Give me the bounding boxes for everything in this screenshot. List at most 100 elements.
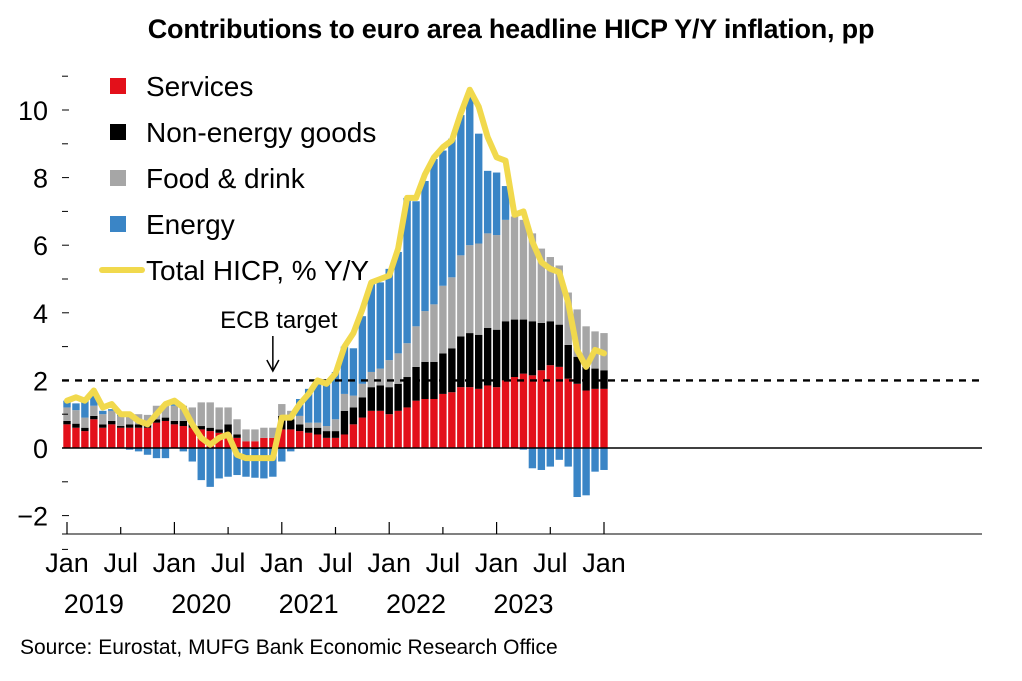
- x-tick-label: Jan: [367, 548, 411, 578]
- bar-energy: [125, 448, 134, 450]
- bar-nonenergy: [331, 431, 340, 438]
- bar-nonenergy: [573, 356, 581, 384]
- bar-services: [233, 437, 241, 448]
- bar-food: [510, 216, 519, 320]
- bar-food: [519, 219, 528, 320]
- bar-services: [90, 419, 98, 448]
- bar-services: [242, 441, 250, 448]
- bar-energy: [251, 449, 259, 478]
- bar-energy: [358, 316, 367, 384]
- bar-energy: [591, 448, 599, 472]
- bar-food: [340, 393, 349, 411]
- bar-energy: [600, 448, 608, 470]
- bar-energy: [134, 448, 143, 452]
- bar-food: [117, 415, 125, 427]
- bar-energy: [170, 404, 179, 406]
- bar-energy: [448, 138, 456, 278]
- y-tick-label: 0: [33, 434, 48, 464]
- bar-food: [161, 404, 170, 418]
- bar-nonenergy: [215, 429, 223, 433]
- bar-energy: [188, 448, 196, 462]
- bar-nonenergy: [287, 419, 295, 430]
- bar-energy: [72, 403, 80, 411]
- bar-services: [125, 427, 134, 448]
- bar-services: [421, 398, 429, 448]
- bar-energy: [394, 251, 402, 354]
- bar-nonenergy: [475, 334, 483, 389]
- legend-swatch-nonenergy: [110, 124, 126, 140]
- bar-services: [269, 437, 277, 448]
- bar-food: [72, 410, 80, 424]
- y-tick-label: 8: [33, 164, 48, 194]
- bar-nonenergy: [170, 420, 179, 425]
- bar-food: [475, 243, 483, 335]
- bar-services: [475, 388, 483, 448]
- bar-food: [376, 368, 384, 386]
- year-label: 2021: [279, 589, 339, 619]
- line-layer: [64, 86, 607, 462]
- bar-services: [134, 427, 143, 448]
- bar-nonenergy: [367, 387, 375, 411]
- bar-food: [555, 265, 563, 325]
- bar-energy: [367, 284, 375, 372]
- bar-food: [528, 233, 537, 322]
- x-tick-label: Jul: [426, 548, 461, 578]
- bar-services: [358, 417, 367, 448]
- bar-nonenergy: [439, 353, 447, 394]
- bar-services: [376, 410, 384, 448]
- bar-nonenergy: [125, 424, 134, 428]
- bar-nonenergy: [358, 397, 367, 418]
- chart-title: Contributions to euro area headline HICP…: [147, 14, 875, 44]
- bar-nonenergy: [466, 333, 474, 388]
- bar-nonenergy: [510, 319, 519, 378]
- bar-energy: [430, 159, 438, 305]
- bar-energy: [99, 410, 107, 415]
- bar-food: [466, 245, 474, 334]
- bar-services: [537, 370, 546, 448]
- bar-food: [90, 405, 98, 416]
- bar-energy: [439, 150, 447, 286]
- bar-energy: [492, 172, 501, 236]
- bar-energy: [322, 382, 331, 427]
- bar-energy: [287, 448, 295, 452]
- year-label: 2023: [493, 589, 553, 619]
- bar-nonenergy: [457, 336, 465, 388]
- bar-nonenergy: [117, 426, 125, 428]
- bar-nonenergy: [296, 424, 304, 432]
- bar-nonenergy: [519, 319, 528, 374]
- bar-nonenergy: [197, 426, 205, 430]
- bar-services: [296, 431, 304, 448]
- bar-services: [108, 424, 116, 448]
- bar-services: [143, 427, 152, 448]
- legend-swatch-food: [110, 170, 126, 186]
- bar-food: [99, 414, 107, 425]
- year-label: 2019: [64, 589, 124, 619]
- y-tick-label: 4: [33, 299, 48, 329]
- bar-food: [81, 417, 89, 428]
- bar-services: [492, 387, 501, 448]
- source-note: Source: Eurostat, MUFG Bank Economic Res…: [20, 636, 558, 659]
- bar-services: [519, 373, 528, 448]
- bar-food: [108, 410, 116, 421]
- bar-food: [582, 326, 590, 367]
- bar-energy: [483, 170, 492, 234]
- x-tick-label: Jul: [211, 548, 246, 578]
- bar-services: [81, 431, 89, 448]
- bar-food: [573, 309, 581, 357]
- bar-services: [501, 380, 510, 448]
- bar-energy: [546, 448, 554, 467]
- bar-food: [278, 404, 286, 416]
- bar-food: [492, 235, 501, 330]
- ecb-target-arrowhead: [266, 359, 280, 373]
- bar-energy: [278, 448, 286, 462]
- bar-services: [555, 366, 563, 448]
- axis-layer: −2 0 2 4 6 8 10 Jan Jul Jan Jul Jan Jul Jan Jul Jan Jul J…: [17, 75, 982, 619]
- bar-energy: [206, 448, 214, 487]
- bar-nonenergy: [152, 419, 161, 423]
- bar-energy: [385, 268, 393, 361]
- bar-food: [251, 429, 259, 442]
- bar-energy: [197, 448, 205, 481]
- bar-nonenergy: [600, 370, 608, 389]
- x-tick-label: Jan: [153, 548, 197, 578]
